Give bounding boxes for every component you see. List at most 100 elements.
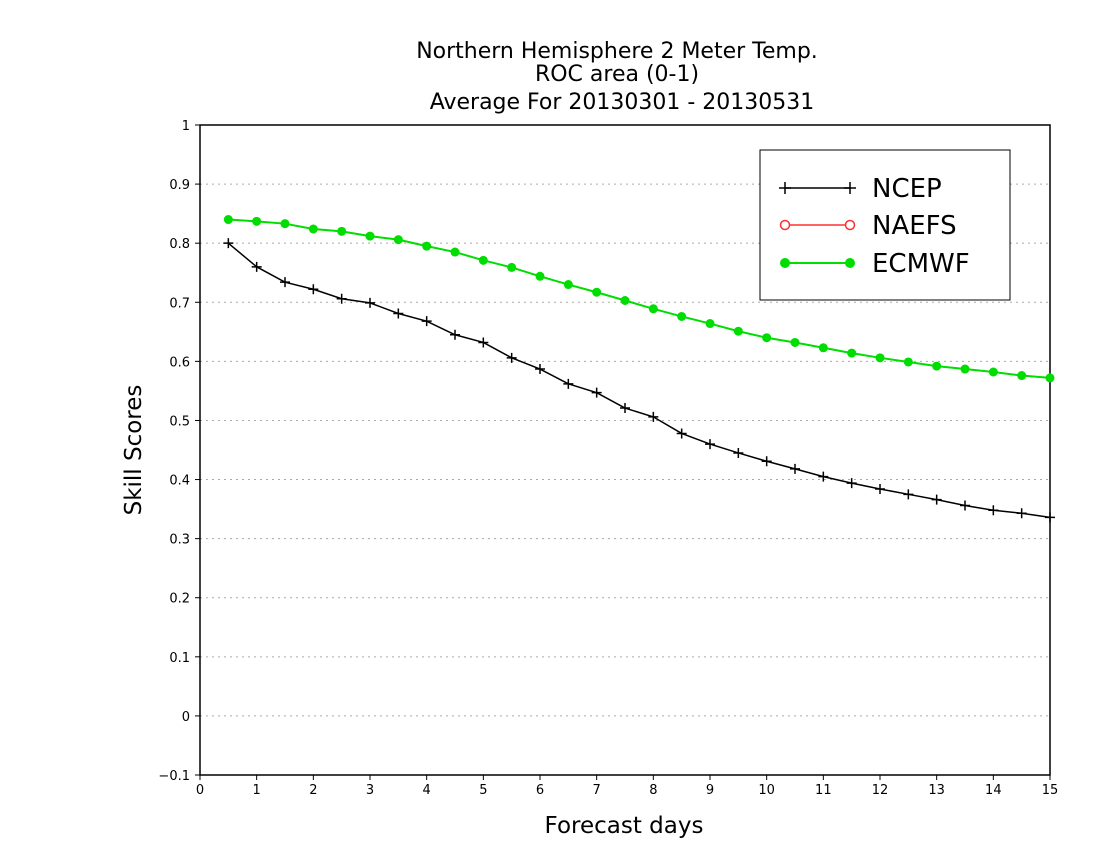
legend: NCEP NAEFS ECMWF xyxy=(759,149,1011,301)
y-tick-label: 0.1 xyxy=(169,651,190,666)
data-point-ecmwf xyxy=(762,333,772,343)
data-point-ncep xyxy=(846,478,857,489)
data-point-ncep xyxy=(478,337,489,348)
data-point-ncep xyxy=(676,428,687,439)
data-point-ncep xyxy=(903,489,914,500)
plot-frame xyxy=(199,124,1051,776)
data-point-ecmwf xyxy=(705,319,715,329)
data-point-ecmwf xyxy=(960,364,970,374)
data-point-ncep xyxy=(280,277,290,288)
x-tick-label: 15 xyxy=(1042,783,1059,798)
x-tick-label: 10 xyxy=(758,783,775,798)
x-axis-label: Forecast days xyxy=(545,813,704,839)
x-tick-label: 12 xyxy=(872,783,889,798)
data-point-ecmwf xyxy=(790,337,800,347)
data-point-ecmwf xyxy=(478,255,488,265)
data-point-ecmwf xyxy=(563,280,573,290)
data-point-ncep xyxy=(960,500,970,511)
y-tick-label: −0.1 xyxy=(158,769,190,784)
data-point-ecmwf xyxy=(308,224,318,234)
data-point-ecmwf xyxy=(592,287,602,297)
data-point-ecmwf xyxy=(393,235,403,245)
legend-label-ncep: NCEP xyxy=(872,174,942,204)
data-point-ecmwf xyxy=(932,361,942,371)
y-tick-labels: −0.1 0 0.1 0.2 0.3 0.4 0.5 0.6 0.7 0.8 0.9 1 xyxy=(158,119,190,784)
x-tick-label: 11 xyxy=(815,783,832,798)
data-point-ecmwf xyxy=(847,348,857,358)
data-point-ecmwf xyxy=(648,304,658,314)
legend-marker-ecmwf-left xyxy=(780,258,790,268)
y-tick-label: 0 xyxy=(182,710,190,725)
data-point-ncep xyxy=(620,403,630,414)
data-point-ncep xyxy=(506,352,517,363)
data-point-ncep xyxy=(365,297,375,308)
y-tick-label: 0.8 xyxy=(169,237,190,252)
y-tick-label: 0.3 xyxy=(169,533,190,548)
y-axis-label: Skill Scores xyxy=(121,385,147,516)
data-point-ncep xyxy=(421,316,432,327)
data-point-ncep xyxy=(818,471,829,482)
y-tick-label: 0.9 xyxy=(169,178,190,193)
data-point-ncep xyxy=(790,463,800,474)
data-point-ncep xyxy=(705,439,715,450)
series-layer xyxy=(223,215,1055,523)
series-line-ecmwf xyxy=(228,218,1051,379)
data-point-ncep xyxy=(988,505,999,516)
data-point-ecmwf xyxy=(1017,371,1027,381)
data-point-ecmwf xyxy=(733,326,743,336)
x-tick-label: 0 xyxy=(196,783,204,798)
x-tick-label: 14 xyxy=(985,783,1002,798)
data-point-ncep xyxy=(1016,508,1027,519)
y-tick-label: 0.4 xyxy=(169,474,190,489)
data-point-ncep xyxy=(308,284,319,295)
chart-title: Northern Hemisphere 2 Meter Temp. ROC ar… xyxy=(416,39,818,115)
x-tick-label: 5 xyxy=(479,783,487,798)
data-point-ecmwf xyxy=(365,231,375,241)
title-line-1: Northern Hemisphere 2 Meter Temp. xyxy=(416,39,818,64)
x-tick-label: 2 xyxy=(309,783,317,798)
y-tick-label: 0.2 xyxy=(169,592,190,607)
legend-label-ecmwf: ECMWF xyxy=(872,249,970,279)
legend-marker-ecmwf-right xyxy=(845,258,855,268)
data-point-ecmwf xyxy=(677,311,687,321)
title-line-3: Average For 20130301 - 20130531 xyxy=(430,90,815,115)
legend-marker-ncep-left xyxy=(779,182,791,194)
data-point-ncep xyxy=(223,238,234,249)
data-point-ncep xyxy=(875,484,885,494)
x-tick-label: 8 xyxy=(649,783,657,798)
data-point-ecmwf xyxy=(280,219,290,229)
data-point-ecmwf xyxy=(988,367,998,377)
x-tick-label: 7 xyxy=(593,783,601,798)
data-point-ncep xyxy=(761,456,772,467)
title-line-2: ROC area (0-1) xyxy=(535,62,699,87)
x-tick-label: 4 xyxy=(423,783,431,798)
data-point-ncep xyxy=(251,261,262,272)
x-tick-label: 9 xyxy=(706,783,714,798)
x-tick-labels: 0 1 2 3 4 5 6 7 8 9 10 11 12 13 14 15 xyxy=(196,783,1058,798)
data-point-ncep xyxy=(733,447,744,458)
legend-marker-ncep-right xyxy=(844,182,856,194)
data-point-ecmwf xyxy=(620,296,630,305)
y-tick-label: 1 xyxy=(182,119,190,134)
data-point-ncep xyxy=(535,364,545,375)
data-point-ncep xyxy=(563,378,574,389)
legend-marker-naefs-left xyxy=(779,219,791,231)
data-point-ncep xyxy=(1045,512,1055,523)
x-tick-label: 13 xyxy=(928,783,945,798)
legend-label-naefs: NAEFS xyxy=(872,211,957,241)
legend-marker-naefs-right xyxy=(844,219,856,231)
x-tick-label: 3 xyxy=(366,783,374,798)
axis-ticks xyxy=(195,124,1051,780)
data-point-ecmwf xyxy=(1045,373,1055,383)
y-tick-label: 0.7 xyxy=(169,296,190,311)
y-tick-label: 0.6 xyxy=(169,355,190,370)
data-point-ecmwf xyxy=(535,271,545,281)
x-tick-label: 1 xyxy=(253,783,261,798)
data-point-ncep xyxy=(450,329,460,340)
data-point-ecmwf xyxy=(875,353,885,363)
data-point-ecmwf xyxy=(223,215,233,225)
data-point-ncep xyxy=(336,293,347,304)
data-point-ecmwf xyxy=(450,247,460,257)
data-point-ncep xyxy=(648,411,659,422)
